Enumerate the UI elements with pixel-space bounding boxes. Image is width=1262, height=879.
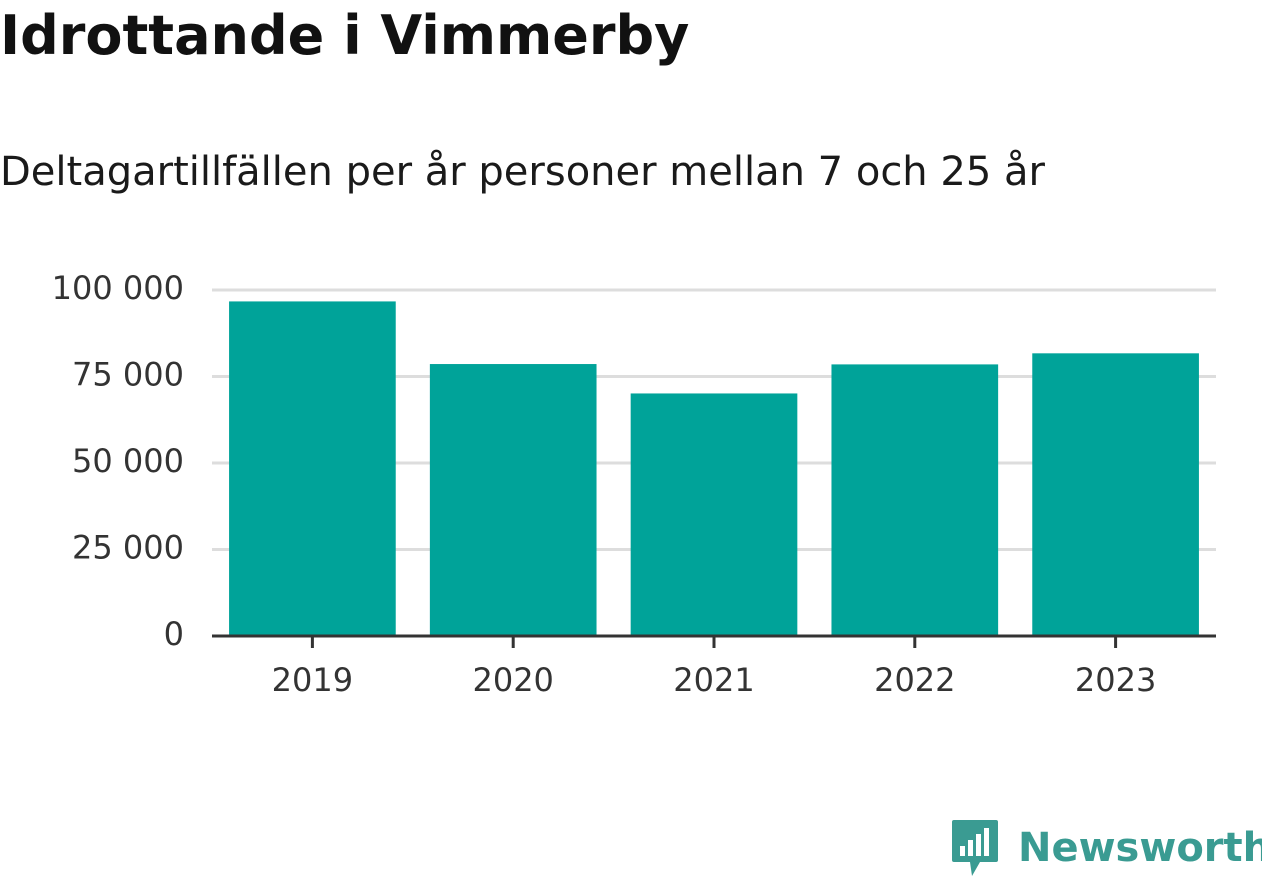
bar-2022 [831,364,999,636]
chart-subtitle: Deltagartillfällen per år personer mella… [0,149,1045,195]
y-axis-tick-labels: 0 25 000 50 000 75 000 100 000 [52,269,184,653]
x-axis-tick-labels: 2019 2020 2021 2022 2023 [272,661,1157,699]
bar-2020 [429,364,597,636]
x-axis [212,634,1216,648]
x-tick-label: 2019 [272,661,353,699]
y-tick-label: 75 000 [72,356,184,394]
bar-2019 [229,301,396,636]
x-tick-label: 2021 [673,661,754,699]
chart-title: Idrottande i Vimmerby [0,4,690,67]
y-tick-label: 50 000 [72,442,184,480]
x-tick-label: 2022 [874,661,955,699]
newsworthy-logo-text: Newsworthy [1018,825,1262,871]
y-tick-label: 100 000 [52,269,184,307]
y-tick-label: 25 000 [72,529,184,567]
x-tick-label: 2023 [1075,661,1156,699]
bars [229,301,1199,636]
newsworthy-logo-icon [952,820,998,876]
x-tick-label: 2020 [472,661,553,699]
newsworthy-logo: Newsworthy [950,818,1262,878]
bar-2023 [1032,353,1199,636]
y-tick-label: 0 [164,615,184,653]
bar-2021 [630,393,798,636]
